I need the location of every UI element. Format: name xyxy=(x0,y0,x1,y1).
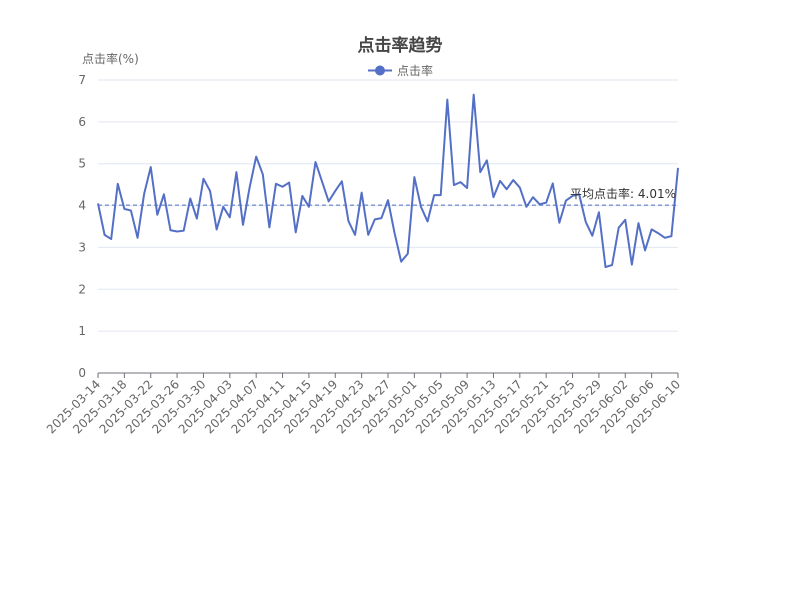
legend[interactable]: 点击率 xyxy=(368,63,433,78)
y-tick-label: 2 xyxy=(78,282,86,296)
chart-title: 点击率趋势 xyxy=(358,35,443,56)
x-axis: 2025-03-142025-03-182025-03-222025-03-26… xyxy=(44,372,683,436)
y-tick-label: 1 xyxy=(78,324,86,338)
y-tick-label: 4 xyxy=(78,199,86,213)
series-group xyxy=(97,93,679,269)
y-axis-label: 点击率(%) xyxy=(82,51,139,66)
y-tick-label: 5 xyxy=(78,157,86,171)
y-tick-label: 0 xyxy=(78,366,86,380)
y-tick-label: 7 xyxy=(78,73,86,87)
average-label: 平均点击率: 4.01% xyxy=(570,186,676,201)
y-tick-label: 3 xyxy=(78,240,86,254)
legend-marker-icon xyxy=(375,65,385,76)
y-tick-label: 6 xyxy=(78,115,86,129)
legend-label: 点击率 xyxy=(397,63,433,78)
y-axis-ticks: 0 1 2 3 4 5 6 7 xyxy=(78,73,86,380)
series-line-ctr xyxy=(97,93,679,269)
average-markline: 平均点击率: 4.01% xyxy=(98,186,678,206)
